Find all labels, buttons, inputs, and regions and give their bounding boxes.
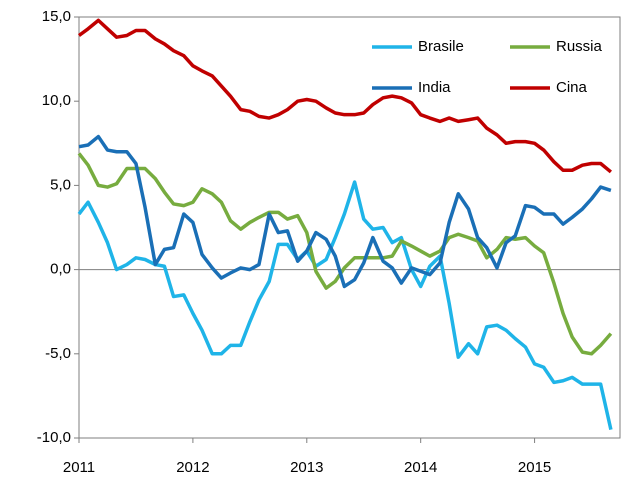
y-tick-label: 5,0: [50, 176, 71, 193]
series-line: [78, 134, 612, 289]
series-line: [77, 180, 613, 430]
legend-label: Cina: [556, 79, 588, 96]
legend-label: Russia: [556, 38, 603, 55]
series-line: [77, 18, 612, 174]
x-tick-label: 2014: [404, 459, 437, 476]
series-line: [77, 152, 613, 356]
y-tick-label: -5,0: [45, 345, 71, 362]
x-tick-label: 2015: [518, 459, 551, 476]
y-tick-label: 15,0: [42, 8, 71, 25]
x-tick-label: 2011: [63, 459, 95, 476]
plot-frame: [78, 16, 621, 439]
legend-label: India: [418, 79, 451, 96]
y-tick-label: 0,0: [50, 261, 71, 278]
x-tick-label: 2013: [290, 459, 323, 476]
x-tick-label: 2012: [176, 459, 209, 476]
y-tick-label: 10,0: [42, 92, 71, 109]
legend-label: Brasile: [418, 38, 464, 55]
y-tick-label: -10,0: [37, 429, 71, 446]
